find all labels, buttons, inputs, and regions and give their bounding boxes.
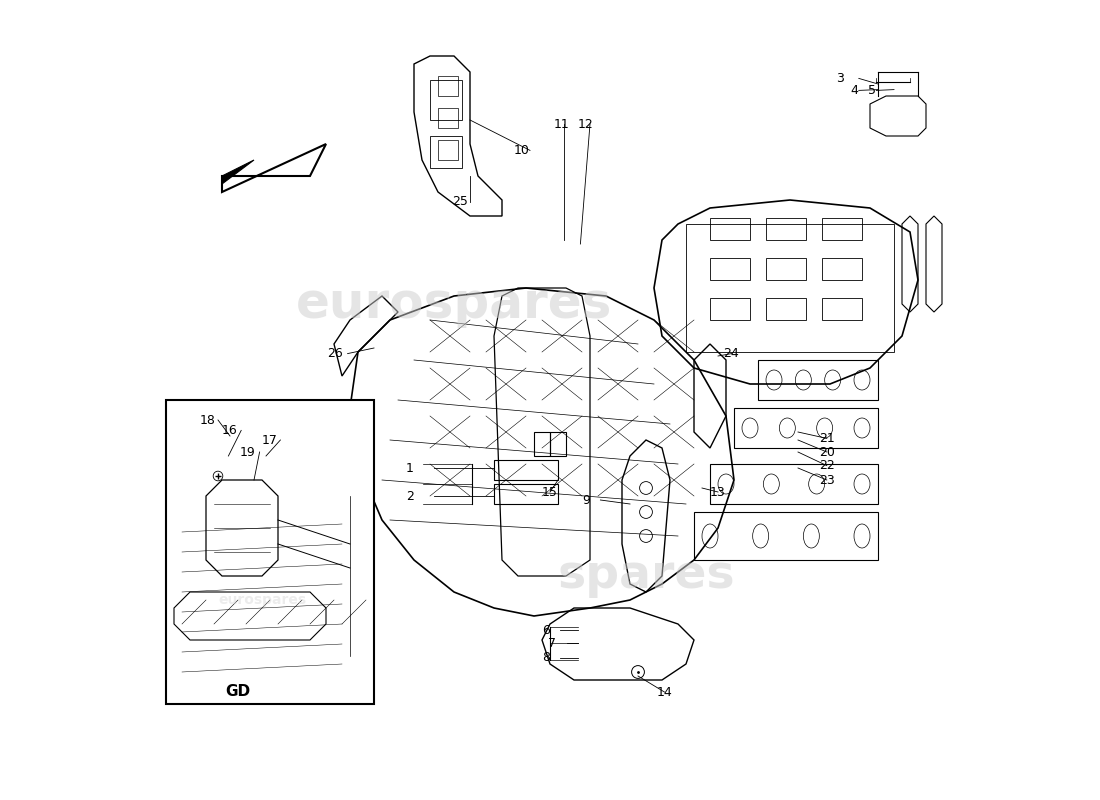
Text: 24: 24 [724, 347, 739, 360]
Text: 22: 22 [818, 459, 835, 472]
Text: spares: spares [558, 554, 735, 598]
Text: 13: 13 [710, 486, 726, 498]
Text: 12: 12 [578, 118, 594, 130]
Bar [710, 298, 750, 320]
Bar [710, 218, 750, 240]
Text: GD: GD [226, 685, 251, 699]
Bar [694, 512, 878, 560]
Polygon shape [222, 160, 254, 184]
Bar [710, 258, 750, 280]
Text: 9: 9 [582, 494, 590, 506]
Text: 14: 14 [657, 686, 672, 698]
Bar [766, 298, 806, 320]
Text: 3: 3 [836, 72, 844, 85]
Bar [822, 258, 862, 280]
Bar [766, 218, 806, 240]
Bar [734, 408, 878, 448]
Text: 16: 16 [222, 424, 238, 437]
Text: 7: 7 [549, 637, 557, 650]
Bar [430, 80, 462, 120]
Text: 17: 17 [262, 434, 278, 446]
Text: 4: 4 [850, 84, 859, 97]
Bar [758, 360, 878, 400]
Text: 1: 1 [406, 462, 414, 474]
Text: 25: 25 [452, 195, 469, 208]
Bar [822, 218, 862, 240]
Bar [710, 464, 878, 504]
Text: 15: 15 [542, 486, 558, 498]
Text: 20: 20 [818, 446, 835, 458]
Bar [550, 432, 566, 456]
Text: 21: 21 [818, 432, 835, 445]
Bar [166, 400, 374, 704]
Text: 5: 5 [868, 84, 877, 97]
Bar [438, 140, 458, 160]
Text: 11: 11 [554, 118, 570, 130]
Text: eurospares: eurospares [218, 593, 306, 607]
Polygon shape [222, 144, 326, 192]
Text: 23: 23 [818, 474, 835, 486]
Text: 18: 18 [199, 414, 216, 426]
Text: 2: 2 [406, 490, 414, 502]
Text: 8: 8 [542, 651, 550, 664]
Text: 10: 10 [514, 144, 530, 157]
Text: 19: 19 [240, 446, 255, 458]
Text: eurospares: eurospares [296, 280, 613, 328]
Text: 26: 26 [328, 347, 343, 360]
Bar [766, 258, 806, 280]
Bar [822, 298, 862, 320]
Bar [438, 76, 458, 96]
Bar [494, 460, 558, 480]
Bar [430, 136, 462, 168]
Bar [438, 108, 458, 128]
Bar [686, 224, 894, 352]
Bar [534, 432, 550, 456]
Bar [494, 484, 558, 504]
Text: 6: 6 [542, 624, 550, 637]
